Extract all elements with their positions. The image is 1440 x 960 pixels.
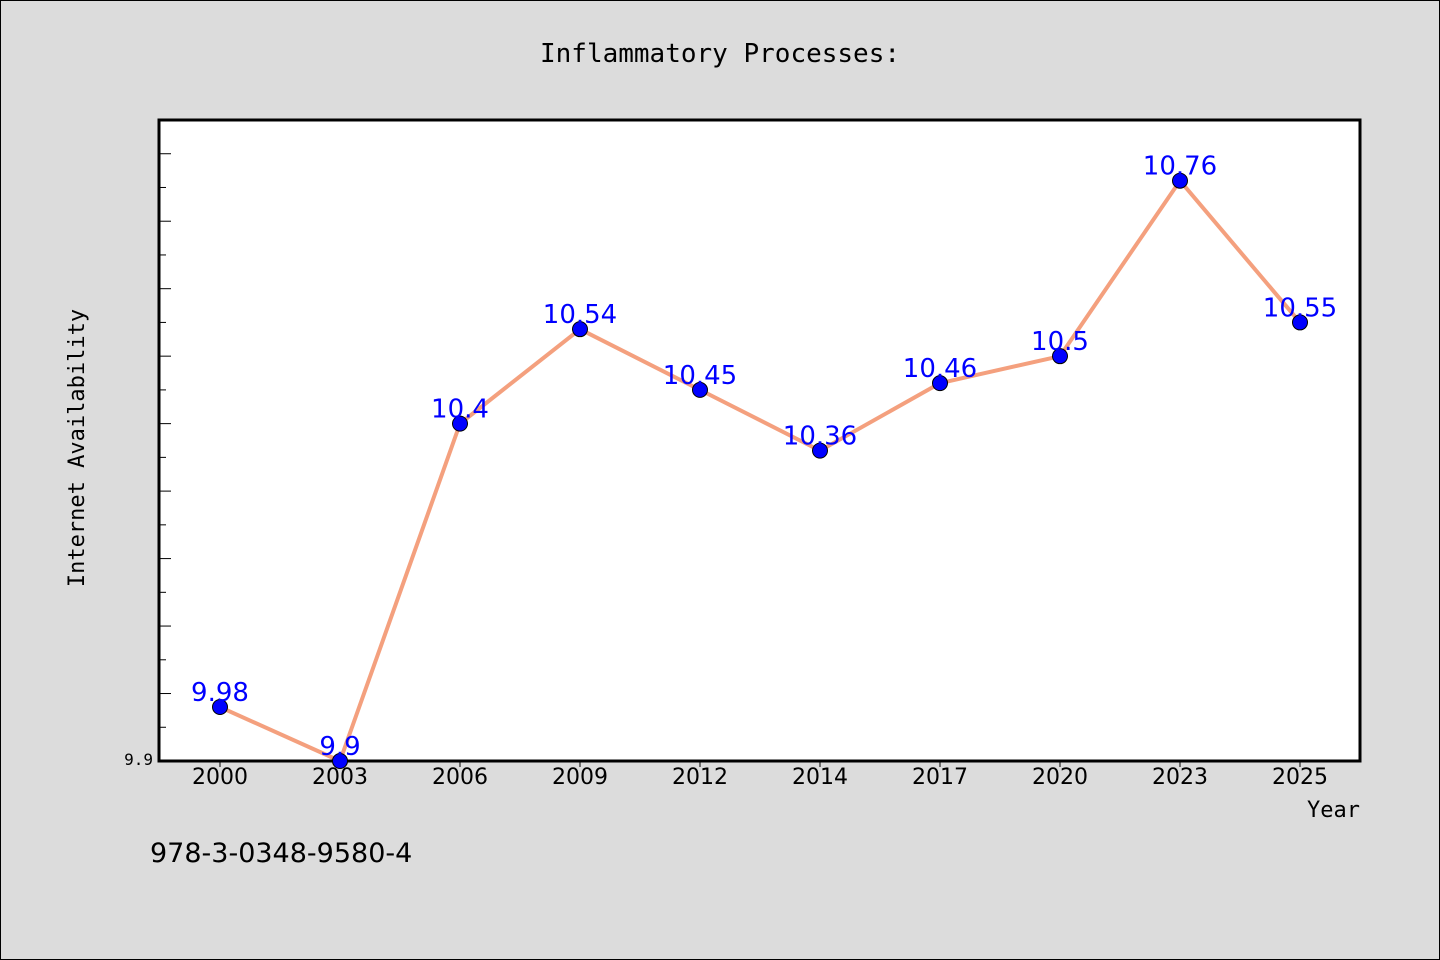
data-label: 10.54 [543, 300, 617, 330]
data-point [932, 375, 948, 392]
x-tick-label: 2023 [1152, 765, 1208, 790]
x-tick-labels-group: 2000 2003 2006 2009 2012 2014 2017 2020 2023 2025 [192, 765, 1328, 790]
y-axis-ticks [159, 119, 171, 762]
data-label: 9.9 [319, 732, 360, 762]
data-label: 9.98 [191, 678, 249, 708]
data-point [692, 381, 708, 398]
data-point [332, 753, 348, 769]
y-tick-label: 9.9 [124, 750, 153, 769]
x-axis-label: Year [1307, 798, 1360, 823]
data-labels-group: 9.98 9.9 10.4 10.54 10.45 10.36 10.46 10.5 10.76… [191, 152, 1337, 762]
data-point [1172, 172, 1188, 189]
data-point [452, 415, 468, 432]
x-tick-label: 2014 [792, 765, 848, 790]
x-tick-label: 2003 [312, 765, 368, 790]
series-line [219, 178, 1302, 763]
data-label: 10.46 [903, 354, 977, 384]
data-point [1292, 314, 1308, 331]
x-tick-label: 2017 [912, 765, 968, 790]
data-label: 10.5 [1031, 327, 1089, 357]
data-point [572, 321, 588, 338]
x-tick-label: 2006 [432, 765, 488, 790]
data-label: 10.36 [783, 422, 857, 452]
y-axis-label: Internet Availability [65, 309, 90, 587]
x-tick-label: 2012 [672, 765, 728, 790]
x-tick-label: 2020 [1032, 765, 1088, 790]
isbn-text: 978-3-0348-9580-4 [150, 838, 412, 869]
series-markers-group [212, 172, 1308, 769]
data-label: 10.76 [1143, 152, 1217, 182]
data-label: 10.55 [1263, 293, 1337, 323]
chart-title: Inflammatory Processes: [540, 39, 900, 69]
x-tick-label: 2009 [552, 765, 608, 790]
x-tick-label: 2025 [1272, 765, 1328, 790]
x-tick-label: 2000 [192, 765, 248, 790]
data-point [212, 699, 228, 716]
series-line-group [219, 178, 1302, 763]
data-point [1052, 348, 1068, 365]
data-label: 10.45 [663, 361, 737, 391]
data-label: 10.4 [431, 395, 489, 425]
plot-area [157, 118, 1362, 763]
data-point [812, 442, 828, 459]
